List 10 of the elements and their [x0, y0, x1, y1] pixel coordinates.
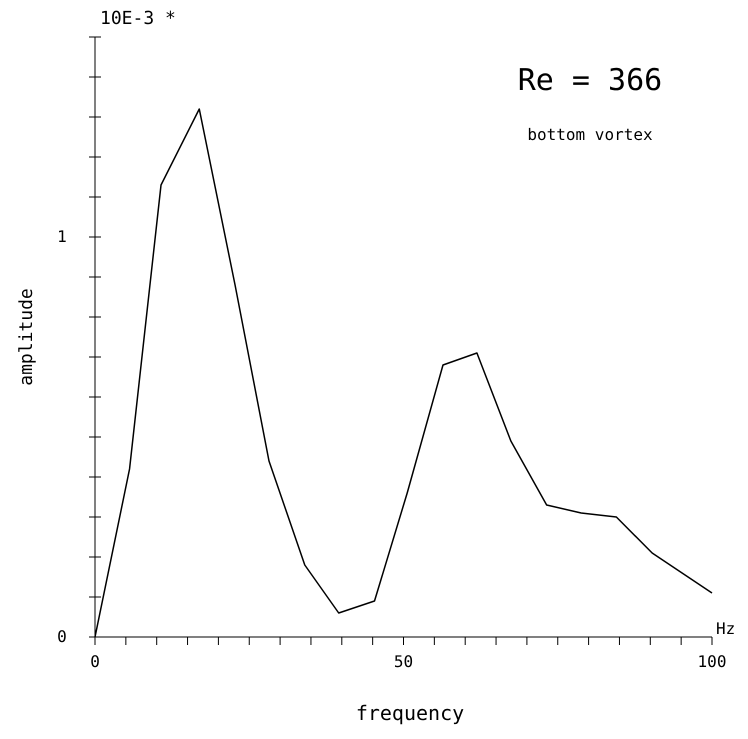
text: Hz: [716, 619, 736, 638]
x-tick-label: 100: [698, 652, 726, 672]
x-axis-title: frequency: [356, 701, 464, 725]
x-tick-label: 50: [394, 652, 414, 672]
text: 10E-3 *: [100, 8, 176, 29]
y-tick-label: 1: [57, 227, 67, 246]
x-tick-label: 0: [90, 652, 100, 672]
annotation: bottom vortex: [527, 125, 653, 144]
y-axis-title: amplitude: [16, 288, 37, 386]
annotation: Re = 366: [518, 63, 662, 98]
